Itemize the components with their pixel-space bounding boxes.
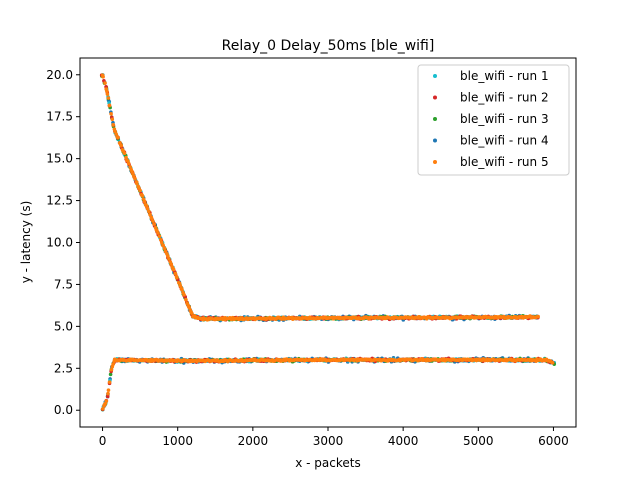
y-tick-label: 5.0 <box>54 319 73 333</box>
x-tick-label: 2000 <box>238 434 269 448</box>
data-point <box>126 161 131 166</box>
data-points <box>99 73 557 412</box>
data-point <box>114 132 118 136</box>
data-point <box>118 141 122 145</box>
data-point <box>147 209 151 214</box>
data-point <box>108 372 113 377</box>
data-point <box>161 243 165 248</box>
y-tick-label: 12.5 <box>46 194 73 208</box>
data-point <box>169 262 174 266</box>
y-tick-label: 0.0 <box>54 403 73 417</box>
x-axis-ticks: 0 1000 2000 3000 4000 5000 6000 <box>99 427 569 448</box>
data-point <box>110 117 115 122</box>
y-tick-label: 2.5 <box>54 361 73 375</box>
legend-marker <box>433 138 437 143</box>
data-point <box>116 135 120 140</box>
x-tick-label: 6000 <box>538 434 569 448</box>
legend-marker <box>433 117 437 121</box>
legend-label: ble_wifi - run 4 <box>460 134 549 148</box>
y-tick-label: 20.0 <box>46 68 73 82</box>
x-tick-label: 3000 <box>313 434 344 448</box>
y-axis-label: y - latency (s) <box>19 201 33 284</box>
data-point <box>142 199 147 204</box>
data-point <box>111 123 115 127</box>
data-point <box>133 176 137 181</box>
x-tick-label: 4000 <box>388 434 419 448</box>
data-point <box>184 297 188 302</box>
x-tick-label: 1000 <box>162 434 193 448</box>
data-point <box>159 240 164 245</box>
y-tick-label: 17.5 <box>46 110 73 124</box>
data-point <box>119 143 123 148</box>
data-point <box>182 293 186 297</box>
data-point <box>101 75 105 79</box>
data-point <box>149 216 154 220</box>
data-point <box>171 267 176 272</box>
data-point <box>109 367 114 372</box>
data-point <box>138 188 142 193</box>
x-tick-label: 0 <box>99 434 107 448</box>
data-point <box>106 391 110 396</box>
y-tick-label: 15.0 <box>46 152 73 166</box>
data-point <box>174 275 179 280</box>
chart-title: Relay_0 Delay_50ms [ble_wifi] <box>222 38 435 54</box>
data-point <box>157 234 162 239</box>
data-point <box>159 237 163 242</box>
y-tick-label: 10.0 <box>46 236 73 250</box>
data-point <box>167 257 171 261</box>
data-point <box>135 181 139 186</box>
data-point <box>107 103 112 108</box>
data-point <box>189 311 194 315</box>
series-points <box>100 73 555 411</box>
legend-label: ble_wifi - run 2 <box>460 91 549 105</box>
data-point <box>101 406 105 411</box>
data-point <box>105 89 109 93</box>
legend-label: ble_wifi - run 3 <box>460 112 549 126</box>
data-point <box>536 314 540 319</box>
data-point <box>109 112 113 116</box>
legend-box <box>417 64 570 176</box>
legend-label: ble_wifi - run 5 <box>460 155 549 169</box>
data-point <box>103 81 107 85</box>
legend-marker <box>433 74 437 78</box>
data-point <box>152 222 156 226</box>
data-point <box>144 204 149 208</box>
data-point <box>151 219 155 223</box>
data-point <box>180 287 184 292</box>
data-point <box>107 380 112 384</box>
data-point <box>166 254 170 258</box>
data-point <box>106 96 111 100</box>
data-point <box>173 271 178 276</box>
y-tick-label: 7.5 <box>54 277 73 291</box>
legend-marker <box>433 160 437 164</box>
data-point <box>162 246 167 251</box>
x-axis-label: x - packets <box>295 456 361 470</box>
legend-label: ble_wifi - run 1 <box>460 69 549 83</box>
legend-marker <box>433 95 437 100</box>
data-point <box>104 399 109 403</box>
data-point <box>106 388 111 392</box>
data-point <box>550 360 555 365</box>
data-point <box>111 362 115 366</box>
data-point <box>156 231 160 235</box>
data-point <box>105 394 110 399</box>
y-axis-ticks: 0.0 2.5 5.0 7.5 10.0 12.5 15.0 17.5 20.0 <box>46 68 80 417</box>
x-tick-label: 5000 <box>463 434 494 448</box>
data-point <box>105 92 110 96</box>
data-point <box>145 206 150 211</box>
data-point <box>140 193 145 198</box>
legend: ble_wifi - run 1 ble_wifi - run 2 ble_wifi… <box>417 64 570 176</box>
data-point <box>122 151 127 155</box>
